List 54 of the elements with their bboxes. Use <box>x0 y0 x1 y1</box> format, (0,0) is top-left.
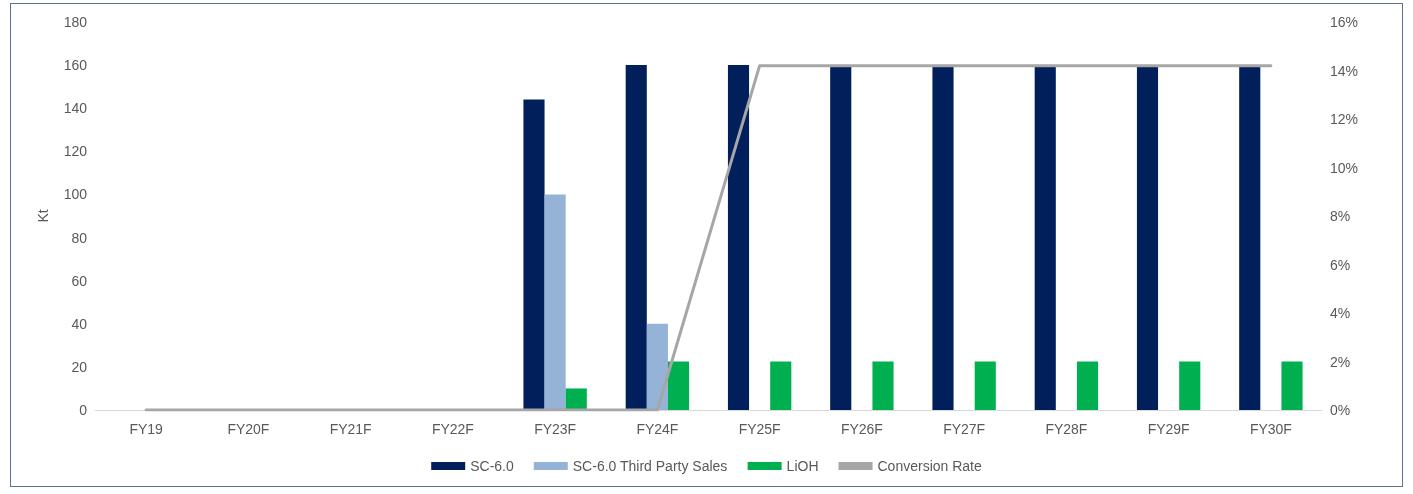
y-tick-label: 100 <box>63 186 88 203</box>
bar <box>565 388 587 410</box>
y-tick-label: 0 <box>79 402 88 418</box>
x-tick-label: FY24F <box>636 421 679 437</box>
y2-tick-label: 8% <box>1330 208 1351 224</box>
bar <box>770 361 792 410</box>
bar <box>1136 65 1159 410</box>
y2-tick-label: 4% <box>1330 305 1351 321</box>
bar <box>1034 65 1056 410</box>
legend-label: LiOH <box>786 458 819 474</box>
y2-tick-label: 14% <box>1330 62 1359 79</box>
bar <box>646 323 668 410</box>
x-tick-label: FY28F <box>1045 421 1088 437</box>
x-tick-label: FY19 <box>129 421 164 437</box>
y2-tick-label: 6% <box>1330 256 1351 273</box>
legend-label: SC-6.0 <box>470 458 514 474</box>
x-tick-label: FY30F <box>1249 421 1292 437</box>
bar <box>830 65 852 410</box>
bar <box>1281 361 1303 410</box>
y-tick-label: 60 <box>71 272 88 289</box>
x-tick-label: FY21F <box>329 421 372 437</box>
y2-tick-label: 2% <box>1330 353 1351 370</box>
bar <box>544 194 566 410</box>
bar <box>727 65 750 410</box>
y-tick-label: 160 <box>63 57 88 74</box>
bar <box>974 361 996 410</box>
y-tick-label: 180 <box>63 14 88 30</box>
x-tick-label: FY22F <box>431 421 474 437</box>
y2-tick-label: 16% <box>1330 14 1359 30</box>
bar <box>1239 65 1261 410</box>
bar <box>1076 361 1099 410</box>
bar <box>625 65 647 410</box>
bar <box>932 65 954 410</box>
y2-tick-label: 0% <box>1330 402 1351 418</box>
y-tick-label: 80 <box>71 229 88 246</box>
x-tick-label: FY20F <box>227 421 270 437</box>
legend-label: SC-6.0 Third Party Sales <box>572 458 728 474</box>
y2-tick-label: 10% <box>1330 159 1359 176</box>
x-tick-label: FY26F <box>840 421 883 437</box>
y-axis-title: Kt <box>35 209 51 223</box>
y-tick-label: 20 <box>71 358 88 375</box>
bar <box>667 361 690 410</box>
x-tick-label: FY27F <box>943 421 986 437</box>
x-tick-label: FY29F <box>1147 421 1190 437</box>
y-tick-label: 120 <box>63 143 88 160</box>
y2-tick-label: 12% <box>1330 111 1359 127</box>
bar <box>1179 361 1201 410</box>
x-tick-label: FY25F <box>738 421 781 437</box>
x-tick-label: FY23F <box>534 421 577 437</box>
legend-label: Conversion Rate <box>877 458 982 474</box>
y-tick-label: 40 <box>71 315 88 332</box>
y-tick-label: 140 <box>63 100 88 117</box>
bar <box>872 361 894 410</box>
bar <box>523 99 545 410</box>
